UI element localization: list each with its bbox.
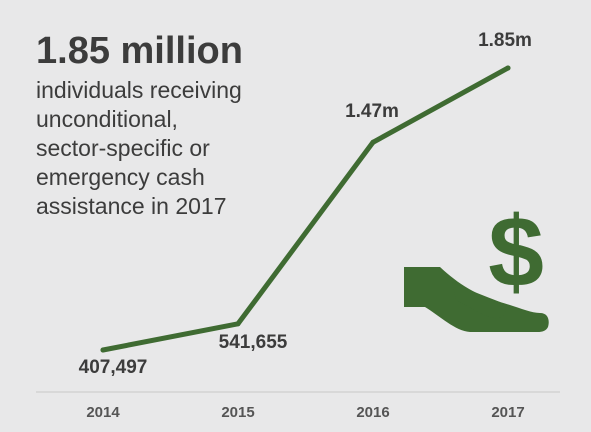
data-label-2016: 1.47m: [345, 101, 399, 122]
x-tick-label-2014: 2014: [86, 404, 120, 421]
series-line: [100, 65, 511, 353]
headline-figure: 1.85 million: [36, 30, 243, 72]
thumb-shape: [452, 282, 506, 319]
x-tick-label-2016: 2016: [356, 404, 389, 421]
data-label-2014: 407,497: [79, 357, 148, 378]
dollar-sign: $: [488, 196, 544, 308]
data-label-2017: 1.85m: [478, 30, 532, 51]
plot-area: 407,497 541,655 1.47m 1.85m 2014 2015 2016 2017: [79, 30, 532, 421]
hand-holding-dollar-icon: $: [404, 196, 549, 332]
data-point-2015: [235, 321, 241, 327]
x-tick-label-2015: 2015: [221, 404, 254, 421]
data-point-2016: [370, 139, 376, 145]
data-point-2017: [505, 65, 511, 71]
x-tick-label-2017: 2017: [491, 404, 524, 421]
data-label-2015: 541,655: [219, 332, 288, 353]
data-point-2014: [100, 347, 106, 353]
headline-description: individuals receiving unconditional, sec…: [36, 77, 242, 219]
